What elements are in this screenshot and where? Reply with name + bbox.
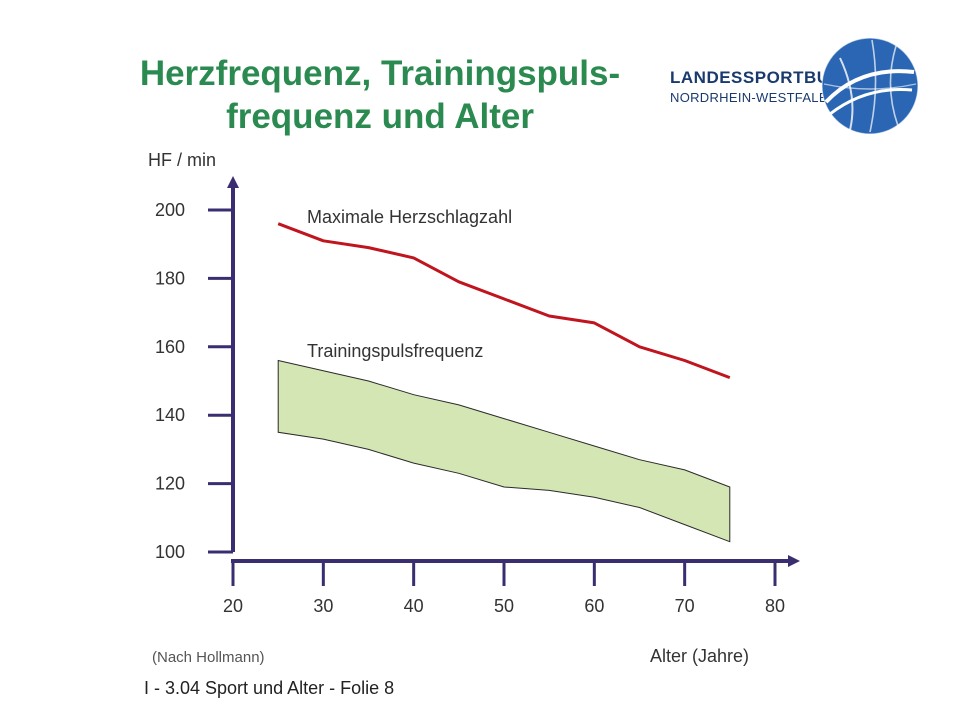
slide-footer: I - 3.04 Sport und Alter - Folie 8: [144, 678, 394, 698]
x-tick-label: 20: [223, 596, 243, 616]
y-axis-label: HF / min: [148, 150, 216, 170]
title-line-2: frequenz und Alter: [226, 97, 534, 136]
source-note: (Nach Hollmann): [152, 649, 265, 666]
series-label-training-pulse: Trainingspulsfrequenz: [307, 341, 483, 361]
y-tick-label: 100: [155, 542, 185, 562]
logo-line-2: NORDRHEIN-WESTFALEN: [670, 90, 838, 105]
slide-title: Herzfrequenz, Trainingspuls- frequenz un…: [110, 52, 650, 138]
x-tick-label: 60: [584, 596, 604, 616]
x-tick-label: 40: [404, 596, 424, 616]
x-axis-arrow: [788, 555, 800, 567]
x-axis-label: Alter (Jahre): [650, 646, 749, 666]
globe-icon: [821, 37, 919, 135]
x-tick-label: 80: [765, 596, 785, 616]
y-tick-label: 140: [155, 405, 185, 425]
y-tick-label: 180: [155, 268, 185, 288]
y-tick-label: 120: [155, 474, 185, 494]
y-tick-label: 160: [155, 337, 185, 357]
x-tick-label: 70: [675, 596, 695, 616]
y-axis-arrow: [227, 176, 239, 188]
x-tick-label: 30: [313, 596, 333, 616]
title-line-1: Herzfrequenz, Trainingspuls-: [139, 54, 621, 93]
y-tick-label: 200: [155, 200, 185, 220]
landessportbund-logo: LANDESSPORTBUND NORDRHEIN-WESTFALEN: [670, 34, 930, 135]
series-label-max-heart-rate: Maximale Herzschlagzahl: [307, 207, 512, 227]
x-tick-label: 50: [494, 596, 514, 616]
training-pulse-band: [277, 359, 731, 543]
logo-line-1: LANDESSPORTBUND: [670, 68, 856, 87]
max-heart-rate-line: [277, 222, 731, 380]
